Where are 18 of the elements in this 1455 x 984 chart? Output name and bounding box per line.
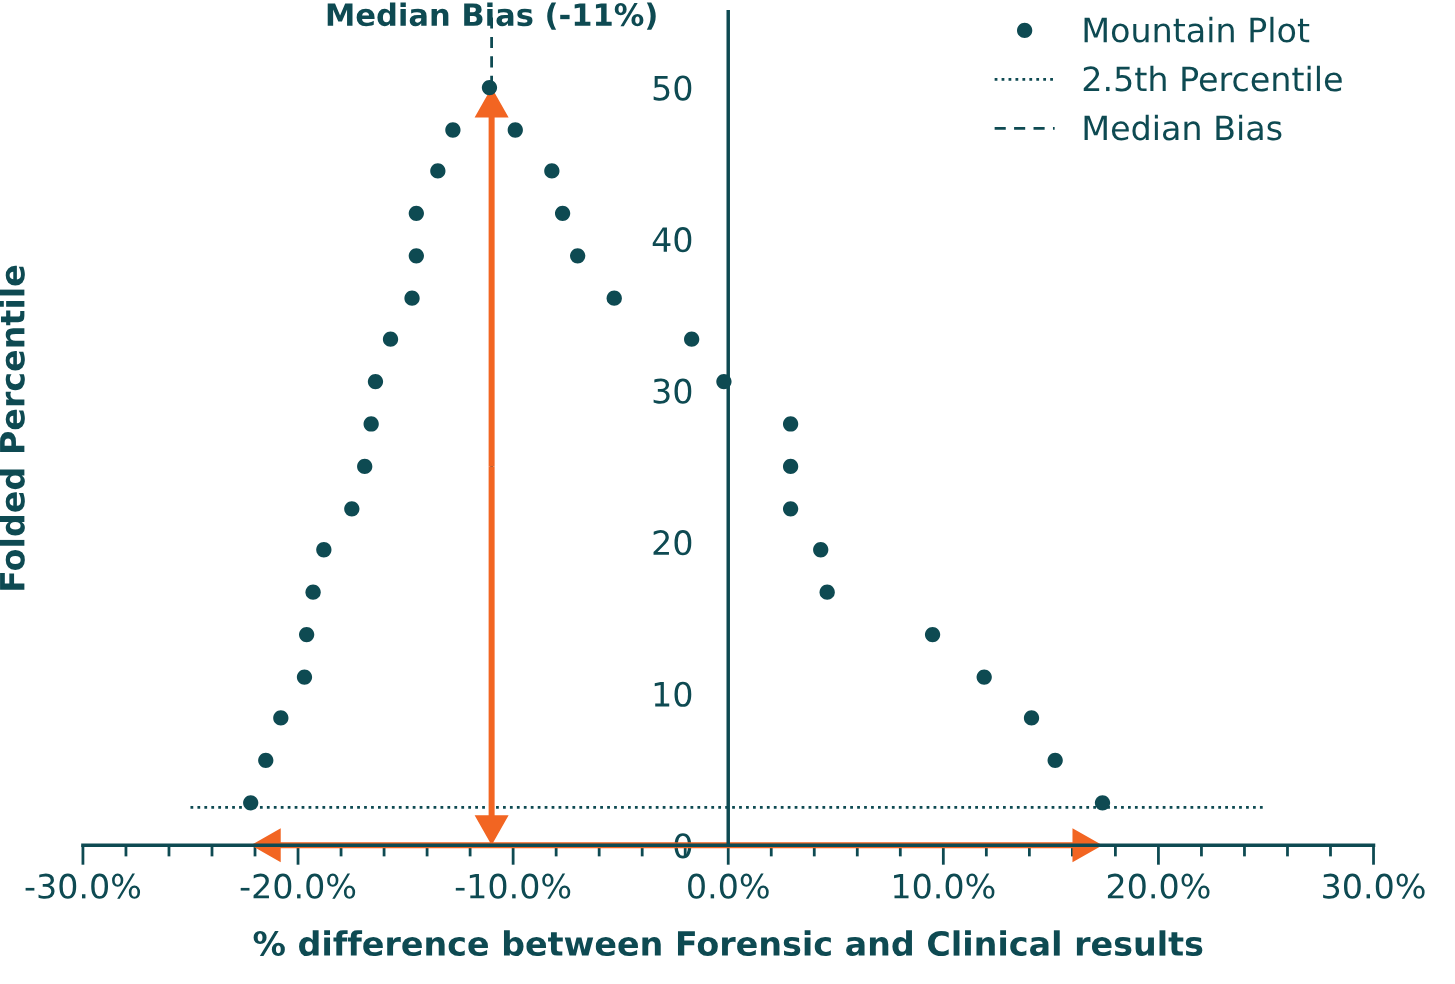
y-tick-label: 30 [653,378,692,404]
annotation: Median Bias (-11%) [327,2,656,30]
y-tick-label: 40 [652,227,692,253]
x-tick-label: -10.0% [455,873,571,899]
x-tick-label: 10.0% [894,873,995,899]
y-tick-label: 20 [653,530,692,556]
legend-label: Mountain Plot [1084,16,1310,43]
y-tick-label: 10 [654,681,692,707]
legend-label: 2.5th Percentile [1083,65,1342,92]
x-tick-label: 0.0% [688,873,769,899]
x-tick-label: 30.0% [1323,873,1425,899]
x-tick-label: 20.0% [1107,873,1210,899]
x-axis-title: % difference between Forensic and Clinical results [253,930,1203,957]
x-tick-label: -30.0% [25,873,141,899]
y-tick-label: 50 [653,75,692,101]
x-tick-label: -20.0% [240,873,356,899]
y-axis-title: Folded Percentile [0,265,25,590]
ref-line-label: Median Bias [1084,114,1282,141]
